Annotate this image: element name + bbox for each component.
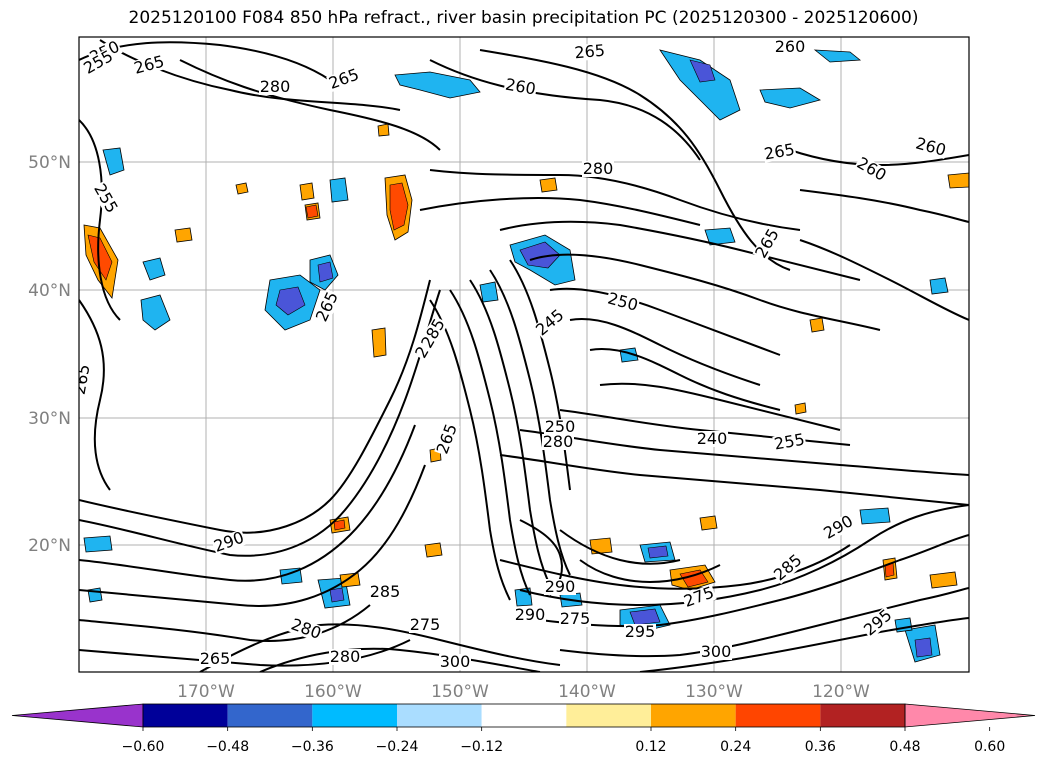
- colorbar-segment: [651, 704, 736, 727]
- contour-label-background: [582, 161, 614, 177]
- colorbar-segment: [481, 704, 567, 727]
- contour-label-background: [700, 644, 732, 660]
- contour-label-background: [762, 141, 797, 163]
- colorbar-tick-label: −0.48: [206, 739, 249, 755]
- contour-label: 240: [697, 429, 728, 448]
- contour-label: 260: [775, 37, 806, 56]
- contour-label-background: [770, 551, 806, 585]
- colorbar-segment: [735, 704, 821, 727]
- contour-label: 285: [370, 582, 401, 601]
- contour-label: 280: [260, 77, 291, 96]
- longitude-label: 120°W: [812, 682, 870, 702]
- contour-label-background: [542, 434, 574, 450]
- latitude-label: 20°N: [28, 536, 71, 556]
- colorbar-extend-low: [11, 703, 144, 728]
- contour-label-background: [820, 512, 857, 543]
- contour-label-background: [696, 431, 728, 447]
- colorbar-tick-label: 0.12: [635, 739, 666, 755]
- contour-label-background: [313, 288, 342, 325]
- colorbar-segment: [312, 704, 397, 727]
- contour-label: 275: [410, 615, 441, 634]
- graticule: [79, 37, 969, 672]
- contour-label-background: [439, 654, 471, 670]
- contour-label-background: [131, 53, 167, 77]
- colorbar-tick-label: 0.24: [720, 739, 751, 755]
- contour-label-background: [544, 419, 576, 435]
- contour-label: 265: [574, 41, 606, 63]
- longitude-label: 150°W: [431, 682, 489, 702]
- contour-label-background: [624, 624, 656, 640]
- contour-label: 250: [545, 417, 576, 436]
- longitude-labels: 170°W 160°W 150°W 140°W 130°W 120°W: [177, 682, 870, 702]
- contour-label-background: [211, 529, 247, 556]
- contour-label: 290: [515, 605, 546, 624]
- contour-label-background: [80, 47, 117, 78]
- contour-label-background: [259, 79, 291, 95]
- contour-label-background: [434, 421, 461, 457]
- colorbar-segment: [397, 704, 482, 727]
- contour-label-background: [774, 39, 806, 55]
- colorbar-tick-label: −0.12: [460, 739, 503, 755]
- latitude-label: 50°N: [28, 153, 71, 173]
- contour-label-background: [605, 290, 641, 314]
- contour-label: 275: [560, 609, 591, 628]
- longitude-label: 170°W: [177, 682, 235, 702]
- contour-label-background: [369, 584, 401, 600]
- map-frame: [78, 36, 970, 673]
- precipitation-fill-layer: [83, 49, 969, 663]
- latitude-labels: 50°N 40°N 30°N 20°N: [28, 153, 71, 556]
- colorbar-tick-label: 0.48: [889, 739, 920, 755]
- contour-label-background: [329, 649, 361, 665]
- contour-label-background: [772, 431, 807, 453]
- contour-label-background: [503, 76, 538, 98]
- contour-label: 300: [701, 642, 732, 661]
- contour-label-background: [79, 362, 93, 397]
- contour-label-background: [681, 584, 717, 611]
- latitude-label: 30°N: [28, 409, 71, 429]
- longitude-label: 140°W: [558, 682, 616, 702]
- contour-label-background: [409, 617, 441, 633]
- contour-label: 295: [625, 622, 656, 641]
- colorbar-tick-label: 0.36: [805, 739, 836, 755]
- colorbar-segment: [143, 704, 228, 727]
- latitude-label: 40°N: [28, 281, 71, 301]
- colorbar-segment: [227, 704, 313, 727]
- contour-label-background: [913, 135, 949, 159]
- contour-label-background: [90, 180, 121, 217]
- contour-label-background: [860, 606, 896, 640]
- contour-label-background: [544, 579, 576, 595]
- colorbar-extend-high: [904, 703, 1036, 728]
- contour-label: 290: [545, 577, 576, 596]
- colorbar-outline: [142, 703, 906, 728]
- contour-label-background: [752, 225, 783, 262]
- longitude-label: 130°W: [685, 682, 743, 702]
- colorbar-segment: [820, 704, 905, 727]
- contour-label-background: [532, 306, 568, 340]
- contour-label: 265: [200, 649, 231, 668]
- longitude-label: 160°W: [304, 682, 362, 702]
- contour-label-background: [573, 42, 607, 62]
- map-title: 2025120100 F084 850 hPa refract., river …: [128, 8, 919, 28]
- contour-label: 280: [583, 159, 614, 178]
- refractivity-contours: [79, 39, 969, 672]
- colorbar-segment: [566, 704, 651, 727]
- contour-label-background: [853, 154, 890, 185]
- contour-label-background: [199, 651, 231, 667]
- contour-label-background: [288, 616, 324, 643]
- colorbar-tick-label: −0.60: [122, 739, 165, 755]
- contour-label-background: [326, 66, 362, 93]
- colorbar: −0.60 −0.48 −0.36 −0.24 −0.12 0.12 0.24 0.36 0.4…: [11, 703, 1036, 755]
- contour-label: 280: [330, 647, 361, 666]
- contour-label-background: [418, 315, 449, 352]
- contour-label-background: [559, 611, 591, 627]
- colorbar-tick-label: −0.36: [291, 739, 334, 755]
- contour-label: 300: [440, 652, 471, 671]
- colorbar-tick-label: −0.24: [376, 739, 419, 755]
- contour-label: 280: [543, 432, 574, 451]
- contour-label-background: [514, 607, 546, 623]
- colorbar-tick-label: 0.60: [974, 739, 1005, 755]
